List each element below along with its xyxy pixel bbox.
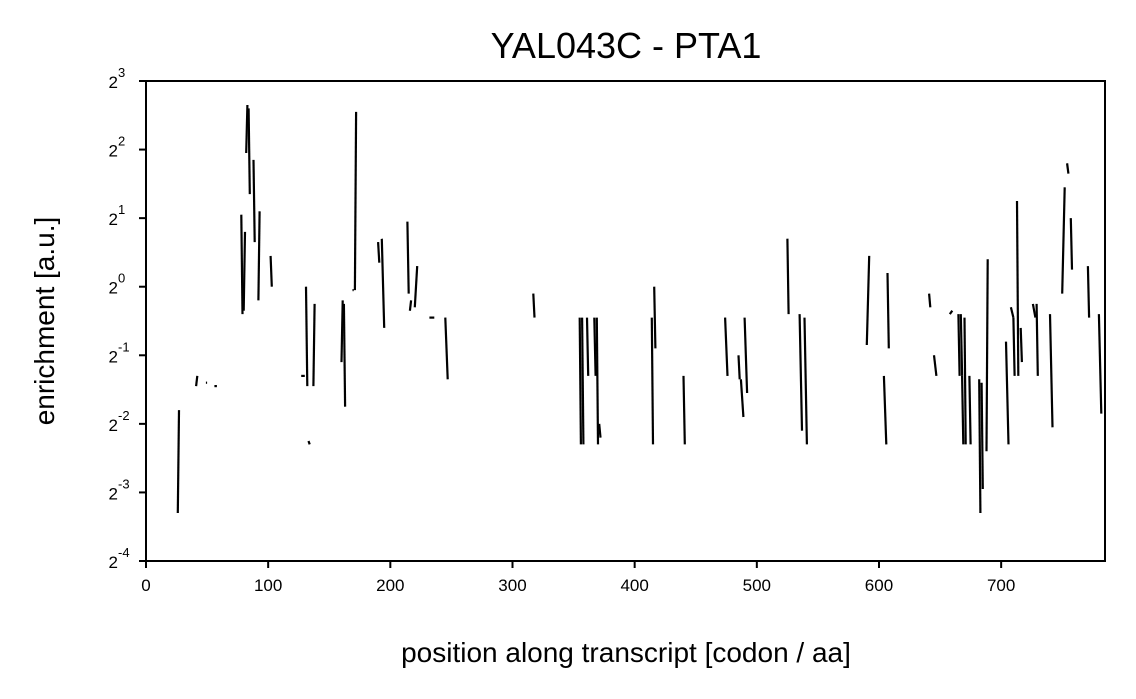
data-segment <box>1015 200 1020 376</box>
data-segment <box>581 317 585 445</box>
y-tick-exponent: 3 <box>118 65 125 80</box>
y-tick-exponent: -3 <box>118 476 130 491</box>
data-segment <box>269 255 273 287</box>
data-segment <box>1012 317 1016 376</box>
data-segment <box>247 108 251 195</box>
y-tick-label: 2 <box>109 416 118 435</box>
y-tick-label: 2 <box>109 210 118 229</box>
data-segment <box>743 317 749 394</box>
y-tick-exponent: 2 <box>118 134 125 149</box>
data-segment <box>1035 303 1039 376</box>
x-tick-label: 200 <box>376 576 404 595</box>
data-segment <box>408 300 413 311</box>
data-segment <box>242 231 247 311</box>
data-segment <box>1097 314 1103 414</box>
data-segment <box>240 214 244 315</box>
data-segment <box>1066 163 1070 174</box>
data-segment <box>985 259 989 452</box>
data-segment <box>724 317 729 376</box>
data-segment <box>882 375 888 445</box>
data-segment <box>406 221 410 294</box>
data-segment <box>653 286 657 349</box>
data-segment <box>957 314 961 376</box>
data-segment <box>932 355 938 377</box>
x-tick-label: 500 <box>743 576 771 595</box>
y-tick-exponent: -1 <box>118 339 130 354</box>
data-segment <box>342 303 347 407</box>
data-segment <box>585 317 590 376</box>
y-tick-label: 2 <box>109 279 118 298</box>
data-segment <box>532 293 536 318</box>
data-segment <box>307 440 311 445</box>
data-segment <box>980 382 984 490</box>
data-segment <box>650 317 655 445</box>
data-segment <box>598 423 602 438</box>
data-segment <box>380 238 386 328</box>
data-segment <box>886 272 890 349</box>
data-segment <box>978 379 982 514</box>
data-segment <box>595 317 600 445</box>
x-tick-label: 0 <box>141 576 150 595</box>
data-segment <box>593 317 597 376</box>
data-segment <box>798 314 804 431</box>
data-segment <box>1069 218 1074 270</box>
y-tick-label: 2 <box>109 484 118 503</box>
data-segment <box>928 293 932 308</box>
x-tick-label: 300 <box>498 576 526 595</box>
y-tick-exponent: 1 <box>118 202 125 217</box>
data-segment <box>444 317 449 380</box>
y-axis-label: enrichment [a.u.] <box>29 217 60 426</box>
x-axis-label: position along transcript [codon / aa] <box>401 637 851 668</box>
data-segment <box>1086 266 1091 318</box>
data-segment <box>340 300 344 363</box>
data-segment <box>353 111 358 291</box>
data-series <box>176 104 1103 514</box>
x-tick-label: 100 <box>254 576 282 595</box>
y-tick-exponent: -4 <box>118 545 130 560</box>
data-segment <box>1048 314 1054 428</box>
y-tick-label: 2 <box>109 73 118 92</box>
data-segment <box>737 355 741 380</box>
data-segment <box>1009 307 1015 318</box>
data-segment <box>959 314 964 376</box>
data-segment <box>963 317 967 445</box>
data-segment <box>865 255 871 346</box>
data-segment <box>252 159 256 243</box>
data-segment <box>195 375 199 387</box>
data-segment <box>1004 341 1010 445</box>
data-segment <box>304 286 309 387</box>
data-segment <box>786 238 790 315</box>
x-tick-label: 600 <box>865 576 893 595</box>
data-segment <box>377 242 381 263</box>
x-axis-ticks: 0 100 200 300 400 500 600 700 <box>141 561 1015 595</box>
data-segment <box>578 317 582 445</box>
y-tick-label: 2 <box>109 142 118 161</box>
data-segment <box>257 211 261 301</box>
data-segment <box>1019 327 1023 363</box>
plot-frame <box>145 80 1106 562</box>
y-tick-label: 2 <box>109 553 118 572</box>
data-segment <box>739 379 745 418</box>
data-segment <box>176 410 181 514</box>
data-segment <box>1031 303 1037 318</box>
data-segment <box>682 375 686 445</box>
data-segment <box>803 317 808 445</box>
data-segment <box>968 375 972 445</box>
x-tick-label: 700 <box>987 576 1015 595</box>
data-segment <box>961 375 965 445</box>
data-segment <box>245 104 249 154</box>
data-segment <box>312 303 316 387</box>
y-tick-exponent: 0 <box>118 271 125 286</box>
x-tick-label: 400 <box>620 576 648 595</box>
y-tick-label: 2 <box>109 347 118 366</box>
y-tick-exponent: -2 <box>118 408 130 423</box>
chart-title: YAL043C - PTA1 <box>491 25 762 66</box>
data-segment <box>413 266 419 308</box>
data-segment <box>1061 187 1066 294</box>
data-segment <box>948 310 954 315</box>
